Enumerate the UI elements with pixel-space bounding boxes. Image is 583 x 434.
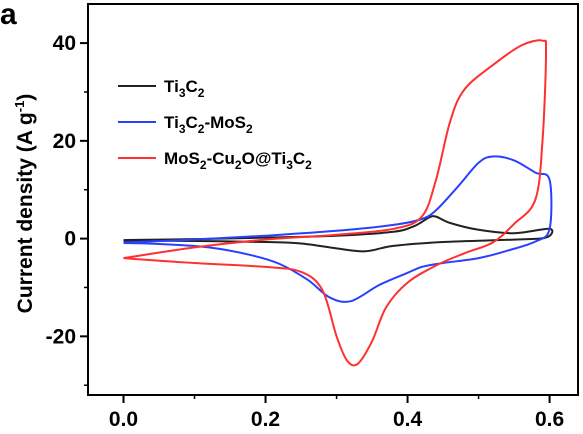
x-tick-label: 0.2: [251, 408, 280, 431]
series-line-ti3c2-mos2: [123, 155, 553, 303]
series-line-ti3c2: [123, 215, 554, 253]
panel-label: a: [0, 0, 17, 31]
x-tick-label: 0.0: [109, 408, 138, 431]
y-axis-label: Current density (A g-1): [12, 94, 37, 314]
y-tick-label: -20: [46, 325, 76, 348]
series-line-mos2-cu2o-ti3c2: [123, 39, 548, 367]
x-tick-label: 0.6: [535, 408, 564, 431]
plot-frame: [87, 3, 579, 396]
legend-entry: MoS2-Cu2O@Ti3C2: [164, 149, 312, 172]
plot-axes: 0.0 0.2 0.4 0.6 -20 0 20 40: [46, 3, 579, 431]
y-tick-label: 20: [53, 130, 76, 153]
y-tick-label: 40: [53, 32, 76, 55]
legend: Ti3C2 Ti3C2-MoS2 MoS2-Cu2O@Ti3C2: [118, 77, 312, 172]
y-tick-label: 0: [64, 228, 76, 251]
legend-entry: Ti3C2-MoS2: [164, 113, 253, 136]
legend-entry: Ti3C2: [164, 77, 205, 100]
plot-curves: [123, 39, 554, 367]
x-tick-label: 0.4: [393, 408, 423, 431]
y-axis-label-group: Current density (A g-1): [12, 94, 37, 314]
